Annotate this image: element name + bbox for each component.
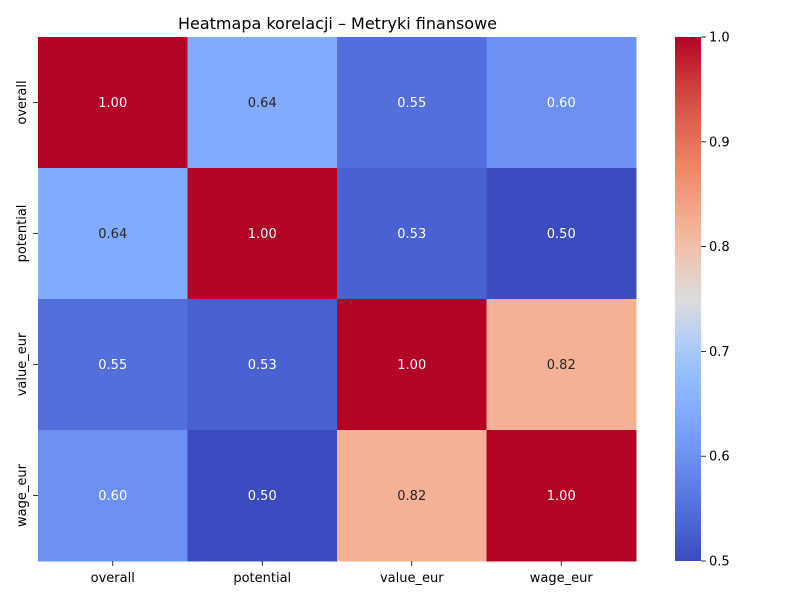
colorbar-tick-label: 0.8	[709, 240, 730, 255]
cell-label-potential-potential: 1.00	[248, 227, 277, 242]
cell-label-value-eur-potential: 0.53	[248, 358, 277, 373]
x-tick-label-overall: overall	[91, 571, 135, 586]
heatmap-cell-potential-wage-eur	[486, 168, 637, 300]
heatmap-cell-wage-eur-overall	[38, 430, 188, 562]
heatmap-cell-wage-eur-potential	[187, 430, 338, 562]
colorbar-tick-label: 1.0	[709, 31, 730, 46]
cell-label-wage-eur-overall: 0.60	[98, 489, 127, 504]
y-tick-label-value-eur: value_eur	[15, 332, 30, 396]
cell-label-wage-eur-value-eur: 0.82	[397, 489, 426, 504]
x-tick-label-potential: potential	[233, 571, 291, 586]
x-axis: overall potential value_eur wage_eur	[91, 561, 594, 586]
x-tick-label-value-eur: value_eur	[380, 571, 444, 586]
colorbar-tick-label: 0.7	[709, 345, 730, 360]
colorbar-tick-label: 0.9	[709, 135, 730, 150]
cell-label-value-eur-overall: 0.55	[98, 358, 127, 373]
y-tick-label-overall: overall	[15, 80, 30, 124]
heatmap-cell-overall-potential	[187, 37, 338, 169]
heatmap-cell-wage-eur-wage-eur	[486, 430, 637, 562]
y-axis: overall potential value_eur wage_eur	[15, 80, 38, 527]
cell-label-wage-eur-wage-eur: 1.00	[547, 489, 576, 504]
heatmap-cell-overall-value-eur	[337, 37, 487, 169]
heatmap-cell-value-eur-overall	[38, 299, 188, 431]
heatmap-cell-potential-overall	[38, 168, 188, 300]
cell-label-potential-value-eur: 0.53	[397, 227, 426, 242]
heatmap-annotations: 1.00 0.64 0.55 0.60 0.64 1.00 0.53 0.50 0.55 0.53…	[98, 96, 575, 504]
heatmap-cell-potential-value-eur	[337, 168, 487, 300]
colorbar-gradient	[675, 37, 701, 561]
heatmap-cell-overall-wage-eur	[486, 37, 637, 169]
cell-label-overall-wage-eur: 0.60	[547, 96, 576, 111]
colorbar-tick-label: 0.6	[709, 450, 730, 465]
cell-label-potential-overall: 0.64	[98, 227, 127, 242]
chart-title: Heatmapa korelacji – Metryki finansowe	[178, 14, 497, 33]
cell-label-wage-eur-potential: 0.50	[248, 489, 277, 504]
cell-label-potential-wage-eur: 0.50	[547, 227, 576, 242]
heatmap-cell-potential-potential	[187, 168, 338, 300]
heatmap-cell-overall-overall	[38, 37, 188, 169]
cell-label-overall-potential: 0.64	[248, 96, 277, 111]
y-tick-label-potential: potential	[15, 205, 30, 263]
colorbar-tick-label: 0.5	[709, 555, 730, 570]
heatmap-cells	[38, 37, 637, 562]
heatmap-cell-value-eur-value-eur	[337, 299, 487, 431]
cell-label-overall-overall: 1.00	[98, 96, 127, 111]
y-tick-label-wage-eur: wage_eur	[15, 463, 30, 527]
cell-label-value-eur-wage-eur: 0.82	[547, 358, 576, 373]
colorbar: 0.5 0.6 0.7 0.8 0.9 1.0	[675, 31, 730, 570]
x-tick-label-wage-eur: wage_eur	[530, 571, 594, 586]
cell-label-overall-value-eur: 0.55	[397, 96, 426, 111]
heatmap-cell-wage-eur-value-eur	[337, 430, 487, 562]
heatmap-cell-value-eur-wage-eur	[486, 299, 637, 431]
heatmap-cell-value-eur-potential	[187, 299, 338, 431]
cell-label-value-eur-value-eur: 1.00	[397, 358, 426, 373]
